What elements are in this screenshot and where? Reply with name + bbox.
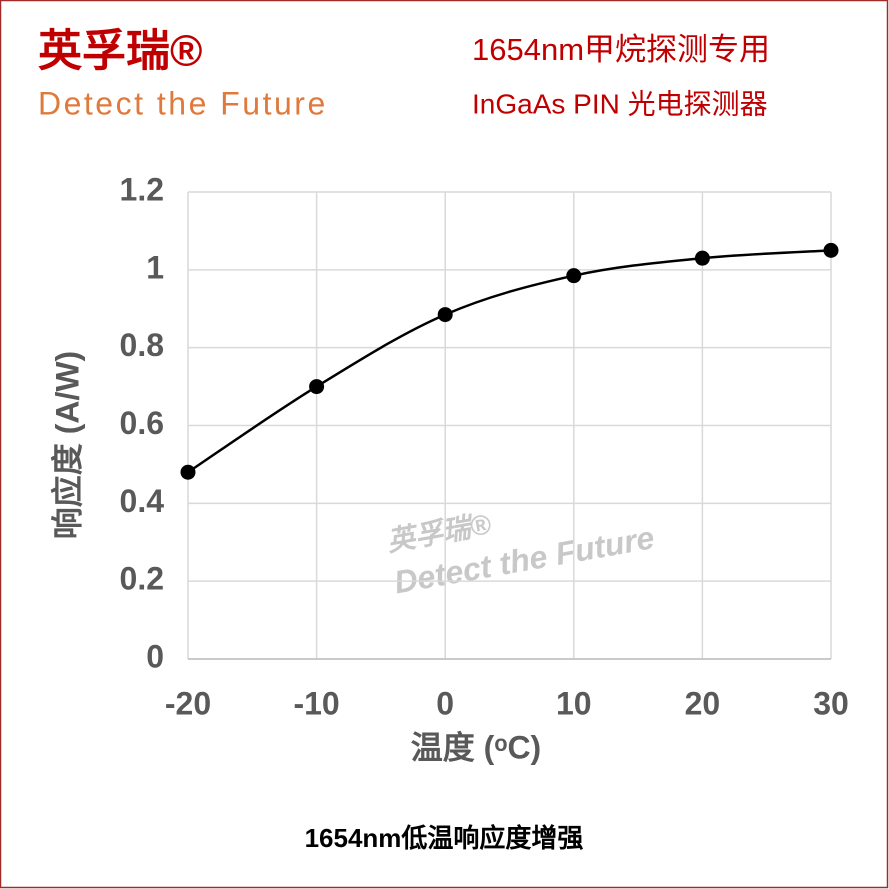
slogan: Detect the Future — [38, 85, 328, 121]
marker — [309, 379, 325, 395]
x-tick-label: 30 — [813, 685, 849, 721]
y-tick-label: 0 — [146, 638, 164, 674]
y-tick-label: 1 — [146, 249, 164, 285]
y-tick-label: 1.2 — [120, 171, 164, 207]
marker — [566, 268, 582, 284]
brand: 英孚瑞® — [38, 27, 202, 76]
y-tick-label: 0.4 — [120, 483, 165, 519]
x-tick-label: -20 — [165, 685, 211, 721]
marker — [823, 242, 839, 258]
y-tick-label: 0.6 — [120, 405, 164, 441]
marker — [694, 250, 710, 266]
marker — [437, 307, 453, 323]
header-title: 1654nm甲烷探测专用 — [472, 32, 770, 67]
x-tick-label: 0 — [436, 685, 454, 721]
header-subtitle: InGaAs PIN 光电探测器 — [472, 88, 768, 119]
x-tick-label: 20 — [685, 685, 721, 721]
caption: 1654nm低温响应度增强 — [305, 823, 584, 853]
x-axis-label: 温度 (ᵒC) — [411, 729, 541, 765]
y-axis-label: 响应度 (A/W) — [49, 351, 85, 539]
x-tick-label: -10 — [293, 685, 339, 721]
y-tick-label: 0.8 — [120, 327, 164, 363]
marker — [180, 464, 196, 480]
line — [187, 249, 832, 474]
y-tick-label: 0.2 — [120, 561, 164, 597]
x-tick-label: 10 — [556, 685, 592, 721]
